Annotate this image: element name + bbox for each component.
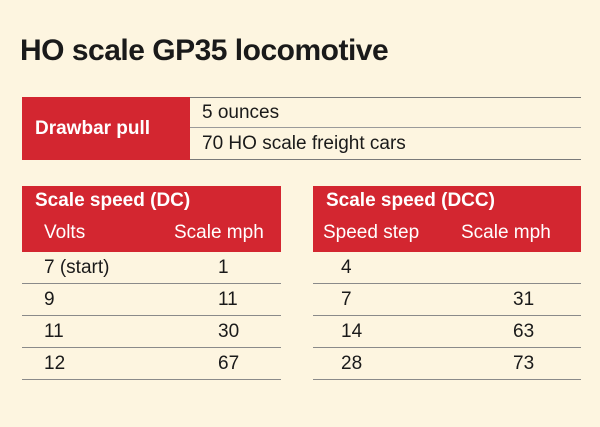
dc-volts-cell: 9 xyxy=(44,289,55,310)
drawbar-pull-cars: 70 HO scale freight cars xyxy=(190,128,581,160)
dc-speed-table: Scale speed (DC) Volts Scale mph 7 (star… xyxy=(22,186,281,380)
drawbar-pull-table: Drawbar pull 5 ounces 70 HO scale freigh… xyxy=(22,97,581,160)
dcc-col-speed-step: Speed step xyxy=(323,222,420,243)
dcc-mph-cell: 31 xyxy=(513,289,535,310)
dc-mph-cell: 11 xyxy=(218,289,238,310)
dc-table-header: Scale speed (DC) Volts Scale mph xyxy=(22,186,281,252)
dc-mph-cell: 30 xyxy=(218,321,240,342)
table-row: 11 30 xyxy=(22,316,281,348)
drawbar-pull-weight: 5 ounces xyxy=(190,97,581,128)
dcc-mph-cell: 63 xyxy=(513,321,535,342)
dcc-table-header: Scale speed (DCC) Speed step Scale mph xyxy=(313,186,581,252)
table-row: 12 67 xyxy=(22,348,281,380)
dcc-col-scale-mph: Scale mph xyxy=(461,222,551,243)
dc-col-scale-mph: Scale mph xyxy=(174,222,264,243)
dc-col-volts: Volts xyxy=(44,222,86,243)
table-row: 14 63 xyxy=(313,316,581,348)
dc-mph-cell: 67 xyxy=(218,353,240,374)
drawbar-pull-label: Drawbar pull xyxy=(22,97,190,160)
dcc-mph-cell: 73 xyxy=(513,353,535,374)
table-row: 28 73 xyxy=(313,348,581,380)
dc-volts-cell: 11 xyxy=(44,321,64,342)
page-title: HO scale GP35 locomotive xyxy=(20,34,389,67)
dc-volts-cell: 12 xyxy=(44,353,66,374)
table-row: 4 xyxy=(313,252,581,284)
table-row: 9 11 xyxy=(22,284,281,316)
dcc-step-cell: 4 xyxy=(341,257,352,278)
dcc-table-title: Scale speed (DCC) xyxy=(326,190,495,211)
dcc-step-cell: 28 xyxy=(341,353,363,374)
dc-volts-cell: 7 (start) xyxy=(44,257,110,278)
dc-mph-cell: 1 xyxy=(218,257,229,278)
dcc-step-cell: 7 xyxy=(341,289,352,310)
table-row: 7 31 xyxy=(313,284,581,316)
table-row: 7 (start) 1 xyxy=(22,252,281,284)
dc-table-title: Scale speed (DC) xyxy=(35,190,191,211)
dcc-step-cell: 14 xyxy=(341,321,363,342)
dcc-speed-table: Scale speed (DCC) Speed step Scale mph 4… xyxy=(313,186,581,380)
